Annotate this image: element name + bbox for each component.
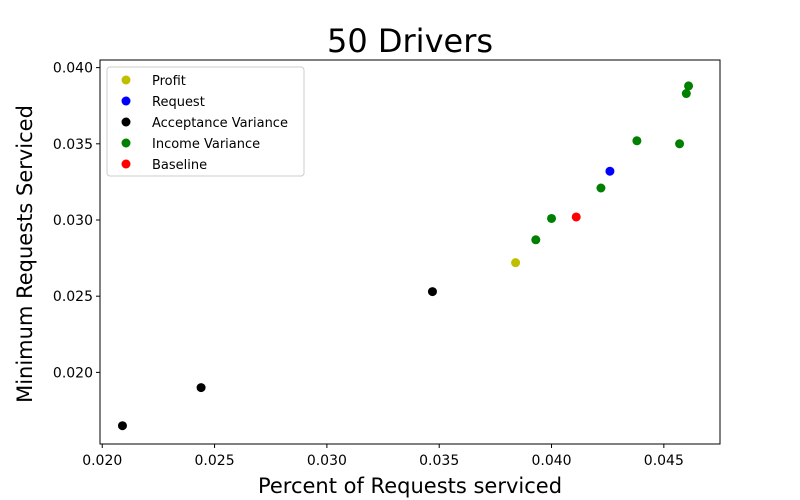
data-point-income-variance: [684, 81, 694, 91]
plot-frame: [99, 59, 721, 445]
data-point-income-variance: [596, 183, 606, 193]
data-point-acceptance-variance: [427, 287, 437, 297]
axes: 0.020 0.025 0.030 0.035 0.040 0.045 0.020 0.025…: [53, 59, 721, 469]
legend-marker-income-variance: [121, 138, 131, 148]
legend: Profit Request Acceptance Variance Income V…: [106, 66, 305, 177]
y-tick-label: 0.030: [53, 213, 93, 229]
legend-marker-request: [121, 96, 131, 106]
x-tick-label: 0.030: [307, 453, 347, 469]
x-tick-label: 0.045: [644, 453, 684, 469]
legend-label-income-variance: Income Variance: [152, 137, 260, 152]
legend-label-request: Request: [152, 95, 205, 110]
x-tick-label: 0.035: [419, 453, 459, 469]
legend-marker-profit: [121, 75, 131, 85]
x-tick-label: 0.020: [82, 453, 122, 469]
data-point-acceptance-variance: [117, 421, 127, 431]
legend-box: [106, 66, 305, 177]
y-axis-label: Minimum Requests Serviced: [13, 105, 37, 403]
data-point-profit: [511, 258, 521, 268]
data-point-baseline: [571, 212, 581, 222]
x-tick-label: 0.025: [195, 453, 235, 469]
y-tick-label: 0.020: [53, 365, 93, 381]
data-point-income-variance: [675, 139, 685, 149]
y-tick-label: 0.035: [53, 137, 93, 153]
chart-title: 50 Drivers: [327, 22, 493, 60]
legend-label-profit: Profit: [152, 74, 186, 89]
legend-marker-baseline: [121, 159, 131, 169]
legend-label-baseline: Baseline: [152, 158, 207, 173]
legend-marker-acceptance-variance: [121, 117, 131, 127]
legend-label-acceptance-variance: Acceptance Variance: [152, 116, 288, 131]
data-point-income-variance: [681, 89, 691, 99]
data-point-acceptance-variance: [196, 383, 206, 393]
data-point-income-variance: [531, 235, 541, 245]
data-points: [117, 81, 694, 431]
x-axis-label: Percent of Requests serviced: [258, 474, 562, 498]
x-tick-label: 0.040: [531, 453, 571, 469]
y-tick-label: 0.040: [53, 61, 93, 77]
data-point-income-variance: [547, 213, 557, 223]
data-point-request: [605, 166, 615, 176]
y-tick-label: 0.025: [53, 289, 93, 305]
data-point-income-variance: [632, 136, 642, 146]
